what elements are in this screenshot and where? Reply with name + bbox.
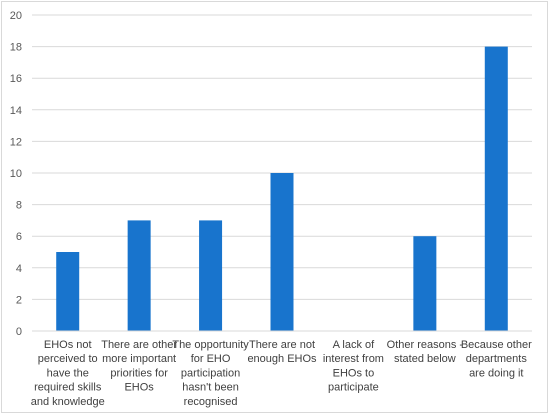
x-category-label: There are not enough EHOs: [247, 339, 317, 365]
x-category-label-line: stated below: [394, 353, 456, 365]
y-tick-label: 16: [10, 73, 22, 85]
y-tick-label: 18: [10, 42, 22, 54]
x-category-label-line: have the: [47, 367, 89, 379]
x-category-label-line: are doing it: [469, 367, 523, 379]
x-category-label: The opportunity for EHO participation hasn'…: [172, 339, 249, 408]
x-category-label-line: more important: [102, 353, 176, 365]
x-category-label-line: The opportunity: [172, 339, 249, 351]
x-category-label-line: participation: [181, 367, 240, 379]
x-category-label-line: Other reasons -: [387, 339, 464, 351]
y-tick-label: 4: [16, 263, 22, 275]
y-tick-label: 14: [10, 105, 22, 117]
x-category-label-line: Because other: [461, 339, 532, 351]
y-tick-label: 8: [16, 200, 22, 212]
x-category-label-line: and knowledge: [31, 396, 105, 408]
x-category-label: Because other departments are doing it: [461, 339, 532, 379]
x-category-label: EHOs not perceived to have the required ski…: [31, 339, 105, 408]
y-tick-label: 10: [10, 168, 22, 180]
x-category-label-line: interest from: [323, 353, 384, 365]
y-tick-label: 2: [16, 294, 22, 306]
x-category-label-line: participate: [328, 382, 379, 394]
x-category-label: A lack of interest from EHOs to participate: [323, 339, 384, 394]
x-category-label-line: priorities for: [110, 367, 168, 379]
x-category-label-line: EHOs: [124, 382, 154, 394]
y-tick-label: 12: [10, 136, 22, 148]
bar: [127, 220, 151, 331]
x-category-label-line: EHOs to: [333, 367, 375, 379]
x-category-label-line: enough EHOs: [247, 353, 317, 365]
x-category-label-line: hasn't been: [182, 382, 239, 394]
bar: [413, 236, 437, 331]
x-category-label-line: EHOs not: [44, 339, 92, 351]
x-category-label-line: There are other: [101, 339, 177, 351]
x-category-label: There are other more important priorities …: [101, 339, 177, 394]
gridlines: [32, 14, 532, 300]
y-tick-label: 6: [16, 231, 22, 243]
y-axis-tick-labels: 0 2 4 6 8 10 12 14 16 18 20: [10, 10, 22, 338]
bar: [56, 252, 80, 331]
y-tick-label: 20: [10, 10, 22, 22]
bar: [484, 46, 508, 331]
x-category-label-line: A lack of: [333, 339, 376, 351]
x-category-label-line: for EHO: [191, 353, 231, 365]
bar: [199, 220, 223, 331]
x-category-label-line: required skills: [34, 382, 102, 394]
x-category-label-line: There are not: [249, 339, 315, 351]
bar: [270, 173, 294, 331]
x-category-label-line: perceived to: [38, 353, 98, 365]
x-axis-category-labels: EHOs not perceived to have the required ski…: [31, 339, 532, 408]
y-tick-label: 0: [16, 326, 22, 338]
bars: [56, 46, 508, 331]
x-category-label: Other reasons - stated below: [387, 339, 464, 365]
x-category-label-line: departments: [466, 353, 528, 365]
x-category-label-line: recognised: [184, 396, 238, 408]
